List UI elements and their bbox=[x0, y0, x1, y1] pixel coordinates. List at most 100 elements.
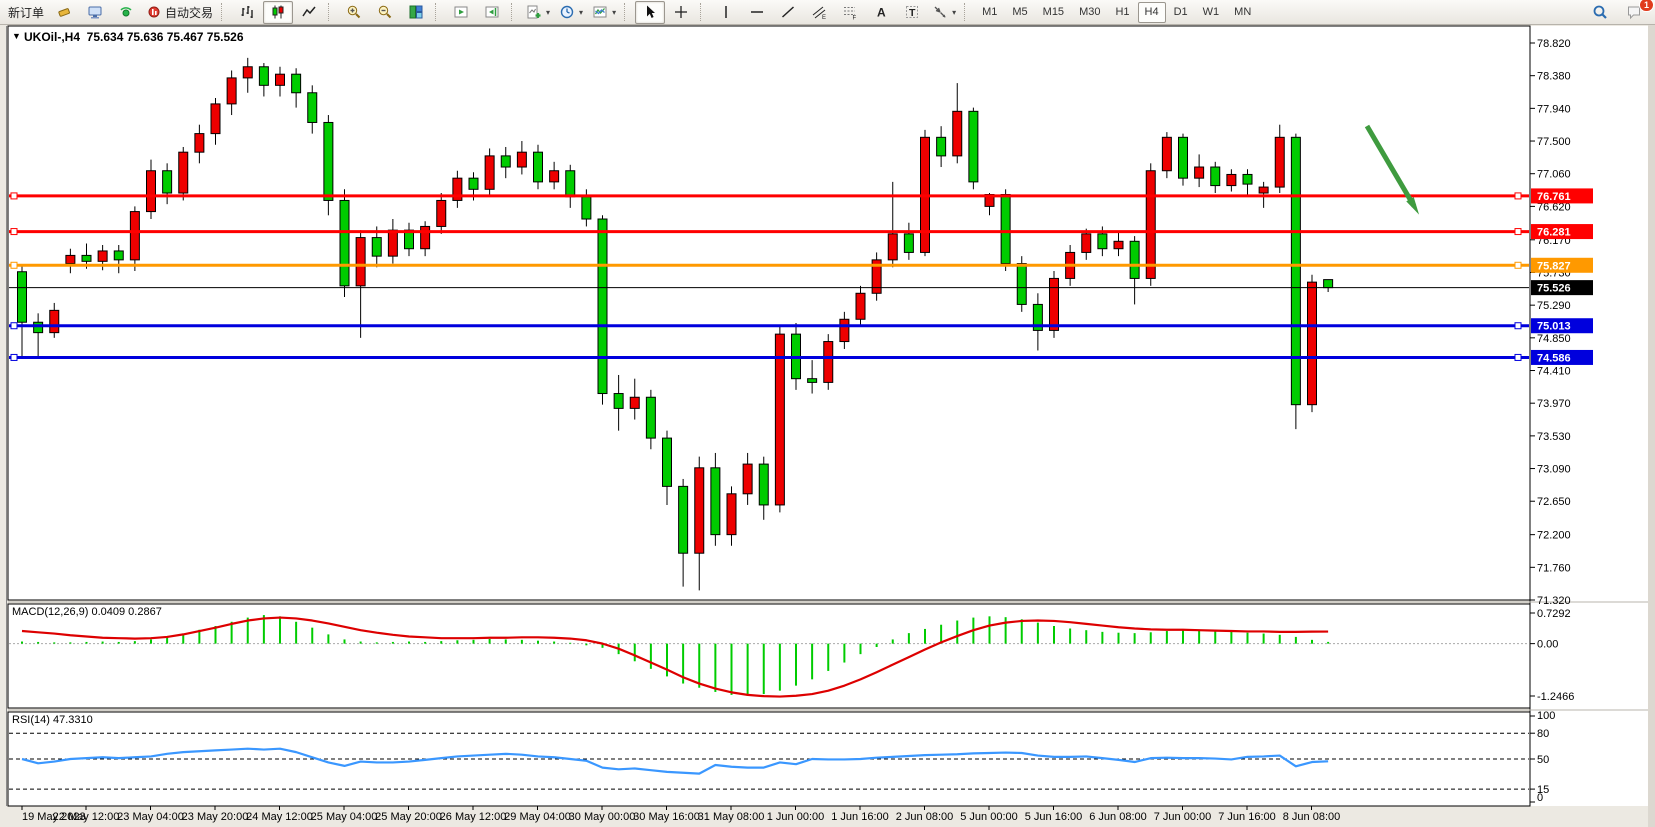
textT-icon: T bbox=[906, 6, 919, 19]
chart-shift-button[interactable] bbox=[477, 1, 507, 24]
candle-chart-button[interactable] bbox=[263, 0, 294, 24]
new-chart-button[interactable]: ▾ bbox=[522, 1, 554, 24]
candle bbox=[500, 155, 511, 168]
hline-button[interactable] bbox=[742, 1, 772, 24]
candle bbox=[629, 396, 640, 409]
candle bbox=[81, 254, 92, 262]
auto-scroll-button[interactable] bbox=[446, 1, 476, 24]
candle bbox=[1145, 170, 1156, 279]
price-tick-label: 78.380 bbox=[1537, 71, 1571, 83]
timeframe-button-m30[interactable]: M30 bbox=[1079, 6, 1101, 18]
candle bbox=[887, 233, 898, 261]
timeframe-button-m15[interactable]: M15 bbox=[1042, 6, 1065, 18]
date-tick-label: 6 Jun 08:00 bbox=[1089, 811, 1147, 823]
terminal-icon bbox=[88, 6, 102, 19]
candle bbox=[436, 199, 447, 227]
candle bbox=[678, 485, 689, 554]
candle bbox=[420, 225, 431, 250]
date-tick-label: 25 May 20:00 bbox=[375, 811, 442, 823]
price-line-tag-label: 75.013 bbox=[1537, 321, 1571, 333]
line-handle[interactable] bbox=[10, 192, 18, 200]
template-button[interactable]: ▾ bbox=[588, 1, 620, 24]
candle bbox=[968, 110, 979, 183]
candle bbox=[1258, 186, 1269, 194]
timeframe-button-h1[interactable]: H1 bbox=[1115, 6, 1130, 18]
date-tick-label: 31 May 08:00 bbox=[698, 811, 765, 823]
line-handle[interactable] bbox=[1514, 322, 1522, 330]
zoom-out-button[interactable] bbox=[370, 1, 400, 24]
macd-tick-label: 0.00 bbox=[1537, 639, 1558, 651]
channel-button[interactable]: E bbox=[804, 1, 834, 24]
signals-button[interactable] bbox=[111, 1, 141, 24]
macd-panel[interactable] bbox=[7, 603, 1531, 709]
annotation-arrowhead bbox=[1406, 197, 1420, 215]
terminal-button[interactable] bbox=[80, 1, 110, 24]
candle bbox=[387, 229, 398, 257]
candles-icon bbox=[272, 5, 284, 19]
macd-signal-line bbox=[21, 616, 1329, 698]
candle bbox=[952, 110, 963, 157]
timeframe-button-w1[interactable]: W1 bbox=[1202, 6, 1220, 18]
profiles-button[interactable]: ▾ bbox=[555, 1, 587, 24]
new-order-button[interactable]: 新订单 bbox=[4, 1, 48, 24]
candle bbox=[97, 250, 108, 262]
line-chart-button[interactable] bbox=[294, 1, 324, 24]
line-handle[interactable] bbox=[1514, 192, 1522, 200]
text-button[interactable]: A bbox=[866, 1, 896, 24]
date-tick-label: 5 Jun 00:00 bbox=[960, 811, 1018, 823]
candle bbox=[742, 463, 753, 495]
price-axis-area[interactable] bbox=[1530, 26, 1648, 806]
line-handle[interactable] bbox=[1514, 228, 1522, 236]
candle bbox=[258, 66, 269, 86]
timeframe-button-h4[interactable]: H4 bbox=[1137, 1, 1166, 23]
chat-button[interactable]: 1 bbox=[1619, 0, 1654, 24]
macd-tick-label: 0.7292 bbox=[1537, 608, 1571, 620]
timeframe-button-m5[interactable]: M5 bbox=[1012, 6, 1028, 18]
candle bbox=[210, 103, 221, 135]
candle bbox=[484, 155, 495, 190]
candle bbox=[1178, 136, 1188, 179]
dropdown-caret-icon[interactable]: ▾ bbox=[579, 7, 584, 17]
line-handle[interactable] bbox=[10, 261, 18, 269]
candle bbox=[565, 170, 576, 198]
date-tick-label: 7 Jun 00:00 bbox=[1154, 811, 1212, 823]
auto-trading-button[interactable]: 自动交易 bbox=[142, 1, 217, 24]
candle bbox=[194, 133, 205, 153]
candle bbox=[1226, 173, 1237, 187]
trendline-icon bbox=[782, 6, 795, 18]
fibo-button[interactable]: F bbox=[835, 1, 865, 24]
crosshair-button[interactable] bbox=[666, 1, 696, 24]
candle bbox=[936, 136, 947, 157]
timeframe-button-d1[interactable]: D1 bbox=[1173, 6, 1188, 18]
dropdown-caret-icon[interactable]: ▾ bbox=[546, 7, 551, 17]
cursor-button[interactable] bbox=[635, 0, 666, 24]
main-chart-panel[interactable] bbox=[7, 25, 1531, 601]
shapes-button[interactable]: ▾ bbox=[928, 1, 960, 24]
trendline-button[interactable] bbox=[773, 1, 803, 24]
line-handle[interactable] bbox=[10, 322, 18, 330]
tile-windows-button[interactable] bbox=[401, 1, 431, 24]
candle bbox=[1274, 136, 1285, 188]
annotation-arrow[interactable] bbox=[1364, 124, 1417, 208]
timeframe-button-mn[interactable]: MN bbox=[1234, 6, 1252, 18]
candle bbox=[1032, 303, 1043, 331]
bars-icon bbox=[241, 6, 253, 18]
line-handle[interactable] bbox=[10, 353, 18, 361]
date-tick-label: 1 Jun 00:00 bbox=[767, 811, 825, 823]
macd-indicator-label: MACD(12,26,9) 0.0409 0.2867 bbox=[12, 606, 162, 618]
line-handle[interactable] bbox=[10, 228, 18, 236]
zoom-in-button[interactable] bbox=[339, 1, 369, 24]
search-button[interactable] bbox=[1585, 1, 1615, 24]
bar-chart-button[interactable] bbox=[232, 1, 262, 24]
dropdown-caret-icon[interactable]: ▾ bbox=[612, 7, 617, 17]
dropdown-caret-icon[interactable]: ▾ bbox=[952, 7, 957, 17]
line-handle[interactable] bbox=[1514, 353, 1522, 361]
price-tick-label: 73.090 bbox=[1537, 464, 1571, 476]
label-button[interactable]: T bbox=[897, 1, 927, 24]
chart-collapse-caret[interactable]: ▼ bbox=[12, 31, 21, 41]
timeframe-button-m1[interactable]: M1 bbox=[982, 6, 998, 18]
metaeditor-button[interactable] bbox=[49, 1, 79, 24]
line-handle[interactable] bbox=[1514, 261, 1522, 269]
vline-button[interactable] bbox=[711, 1, 741, 24]
